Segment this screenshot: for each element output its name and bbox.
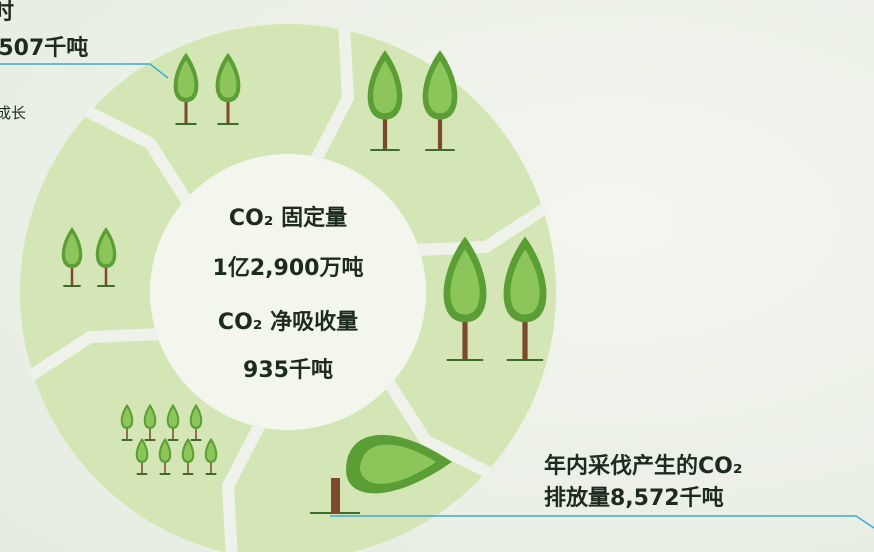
net-label: CO₂ 净吸收量 bbox=[138, 304, 438, 336]
stump bbox=[331, 478, 340, 514]
top-left-note: 成长 bbox=[0, 102, 26, 123]
bottom-right-line1: 年内采伐产生的CO₂ bbox=[544, 448, 742, 480]
infographic: 时 ,507千吨 成长 CO₂ 固定量 1亿2,900万吨 CO₂ 净吸收量 9… bbox=[0, 0, 874, 552]
fixed-value: 1亿2,900万吨 bbox=[138, 250, 438, 282]
net-value: 935千吨 bbox=[138, 352, 438, 384]
center-disc bbox=[150, 154, 426, 430]
top-left-line1: 时 bbox=[0, 0, 14, 26]
bottom-right-line2: 排放量8,572千吨 bbox=[544, 480, 724, 512]
top-left-line2: ,507千吨 bbox=[0, 30, 88, 62]
fixed-label: CO₂ 固定量 bbox=[138, 200, 438, 232]
